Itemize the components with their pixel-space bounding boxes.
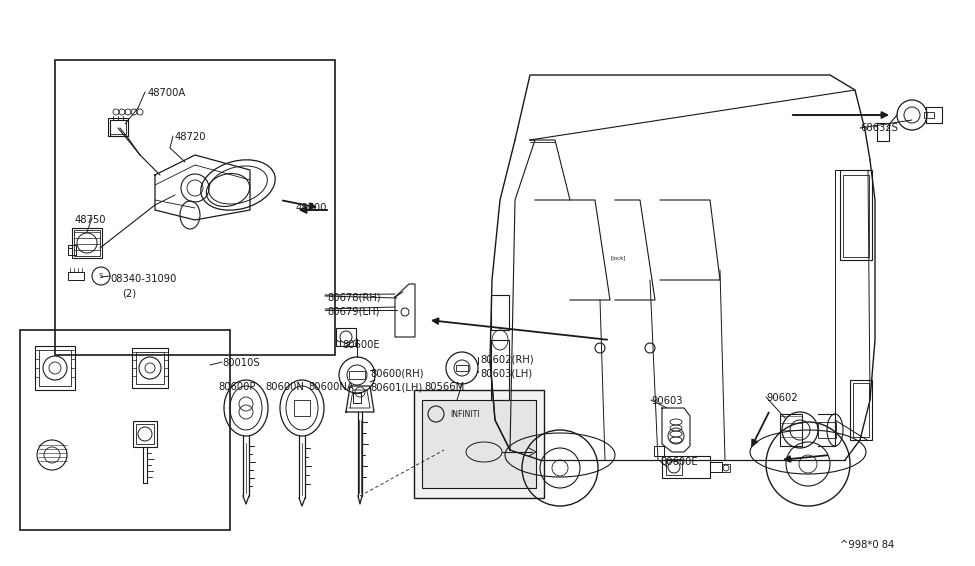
Bar xyxy=(491,340,509,400)
Bar xyxy=(35,346,75,390)
Bar xyxy=(349,371,365,379)
Text: ^998*0 84: ^998*0 84 xyxy=(840,540,894,550)
Bar xyxy=(110,120,126,134)
Bar xyxy=(74,230,100,256)
Bar xyxy=(491,295,509,330)
Bar xyxy=(72,228,102,258)
Bar xyxy=(132,348,168,388)
Bar xyxy=(840,170,872,260)
Text: 80601(LH): 80601(LH) xyxy=(370,382,422,392)
Text: 80679(LH): 80679(LH) xyxy=(327,307,379,317)
Bar xyxy=(853,383,869,437)
Bar xyxy=(722,464,730,472)
Text: 80600P: 80600P xyxy=(218,382,255,392)
Bar xyxy=(818,422,836,438)
Text: 48700A: 48700A xyxy=(148,88,186,98)
Text: 48720: 48720 xyxy=(175,132,207,142)
Text: 80566M: 80566M xyxy=(424,382,464,392)
Circle shape xyxy=(645,343,655,353)
Text: 80010S: 80010S xyxy=(222,358,259,368)
Bar xyxy=(456,365,468,371)
Bar xyxy=(877,123,889,141)
Bar xyxy=(662,456,710,478)
Text: [lock]: [lock] xyxy=(610,255,626,260)
Bar xyxy=(55,60,335,355)
Text: 90602: 90602 xyxy=(766,393,798,403)
Bar xyxy=(414,390,544,498)
Circle shape xyxy=(595,343,605,353)
Text: S: S xyxy=(98,273,103,279)
Text: 80600NA: 80600NA xyxy=(308,382,354,392)
Text: 80602(RH): 80602(RH) xyxy=(480,355,533,365)
Text: 08340-31090: 08340-31090 xyxy=(110,274,176,284)
Bar xyxy=(422,400,536,488)
Bar xyxy=(710,462,722,472)
Bar xyxy=(68,245,76,255)
Bar xyxy=(110,120,128,136)
Text: (2): (2) xyxy=(122,289,136,299)
Text: 90603: 90603 xyxy=(651,396,682,406)
Bar xyxy=(353,393,361,403)
Bar xyxy=(136,424,154,444)
Bar xyxy=(336,328,356,346)
Text: 80603(LH): 80603(LH) xyxy=(480,369,532,379)
Bar xyxy=(666,459,682,475)
Text: 80678(RH): 80678(RH) xyxy=(327,293,380,303)
Bar xyxy=(780,414,802,446)
Bar xyxy=(843,175,869,257)
Bar xyxy=(133,421,157,447)
Text: 68632S: 68632S xyxy=(860,123,898,133)
Bar xyxy=(136,352,164,384)
Bar xyxy=(108,118,128,136)
Bar xyxy=(926,107,942,123)
Text: 48750: 48750 xyxy=(75,215,106,225)
Text: 80600E: 80600E xyxy=(660,457,698,467)
Bar xyxy=(654,446,664,456)
Bar xyxy=(20,330,230,530)
Bar xyxy=(68,272,84,280)
Bar xyxy=(850,380,872,440)
Bar xyxy=(39,350,71,386)
Text: 80600(RH): 80600(RH) xyxy=(370,368,423,378)
Bar xyxy=(924,112,934,118)
Text: INFINITI: INFINITI xyxy=(450,410,480,419)
Text: 80600N: 80600N xyxy=(265,382,304,392)
Text: 80600E: 80600E xyxy=(342,340,379,350)
Bar xyxy=(294,400,310,416)
Text: 48700: 48700 xyxy=(296,203,328,213)
